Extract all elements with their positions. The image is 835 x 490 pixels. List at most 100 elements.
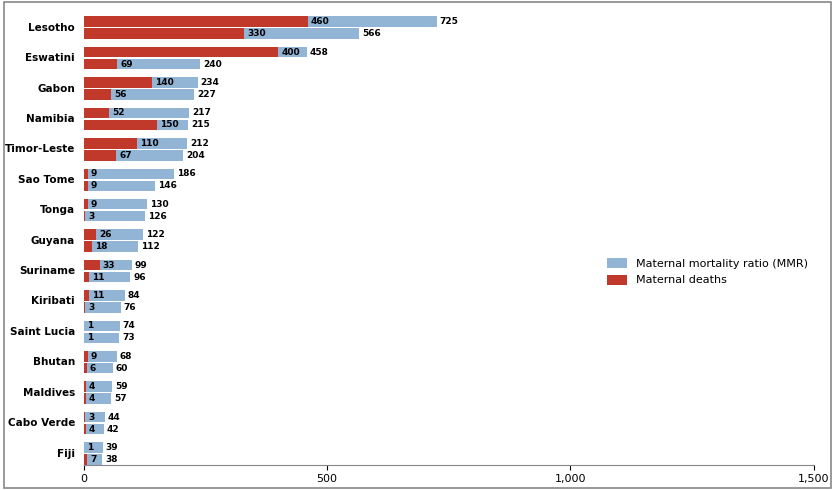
Bar [84, 381, 86, 392]
Text: 9: 9 [91, 352, 98, 361]
Bar [84, 108, 109, 118]
Text: Bhutan: Bhutan [33, 357, 75, 368]
Bar [84, 320, 119, 331]
Text: 240: 240 [204, 60, 222, 69]
Text: 1: 1 [87, 321, 94, 330]
Bar [84, 412, 105, 422]
Bar [84, 260, 99, 270]
Bar [84, 424, 86, 434]
Bar [84, 150, 183, 161]
Bar [84, 363, 87, 373]
Bar [84, 412, 85, 422]
Text: Maldives: Maldives [23, 388, 75, 398]
Bar [84, 302, 85, 313]
Text: 33: 33 [103, 261, 115, 270]
Bar [84, 260, 132, 270]
Text: 725: 725 [439, 17, 458, 26]
Bar [84, 333, 119, 343]
Text: 44: 44 [108, 413, 121, 421]
Bar [84, 59, 200, 69]
Bar [84, 351, 117, 362]
Bar [84, 77, 198, 88]
Text: Guyana: Guyana [31, 236, 75, 245]
Bar [84, 363, 113, 373]
Text: 6: 6 [89, 364, 96, 373]
Text: 4: 4 [89, 382, 95, 391]
Text: 38: 38 [105, 455, 118, 464]
Text: Saint Lucia: Saint Lucia [10, 327, 75, 337]
Legend: Maternal mortality ratio (MMR), Maternal deaths: Maternal mortality ratio (MMR), Maternal… [607, 258, 808, 286]
Text: 59: 59 [115, 382, 128, 391]
Text: 9: 9 [91, 169, 98, 178]
Bar [84, 28, 245, 39]
Text: 140: 140 [154, 78, 174, 87]
Text: Tonga: Tonga [40, 205, 75, 215]
Text: 4: 4 [89, 394, 95, 403]
Text: 9: 9 [91, 181, 98, 190]
Text: 67: 67 [119, 151, 132, 160]
Text: 39: 39 [105, 443, 119, 452]
Text: 212: 212 [190, 139, 209, 148]
Bar [84, 454, 87, 465]
Text: 3: 3 [88, 303, 94, 312]
Bar [84, 302, 121, 313]
Text: 57: 57 [114, 394, 127, 403]
Bar [84, 393, 86, 404]
Bar [84, 242, 93, 252]
Text: 11: 11 [92, 272, 104, 282]
Text: 99: 99 [134, 261, 148, 270]
Bar [84, 199, 88, 209]
Text: 400: 400 [281, 48, 300, 57]
Text: 73: 73 [122, 333, 134, 343]
Bar [84, 229, 96, 240]
Text: 56: 56 [114, 90, 126, 99]
Bar [84, 169, 88, 179]
Bar [84, 242, 139, 252]
Text: Timor-Leste: Timor-Leste [4, 145, 75, 154]
Text: Suriname: Suriname [19, 266, 75, 276]
Bar [84, 424, 104, 434]
Bar [84, 351, 88, 362]
Text: 330: 330 [247, 29, 266, 38]
Text: 69: 69 [120, 60, 133, 69]
Bar [84, 150, 116, 161]
Text: 11: 11 [92, 291, 104, 300]
Text: 215: 215 [191, 121, 210, 129]
Text: Cabo Verde: Cabo Verde [8, 418, 75, 428]
Bar [84, 108, 190, 118]
Bar [84, 290, 89, 301]
Bar [84, 47, 306, 57]
Text: 458: 458 [310, 48, 328, 57]
Bar [84, 381, 113, 392]
Text: 126: 126 [148, 212, 167, 220]
Text: 96: 96 [134, 272, 146, 282]
Bar [84, 442, 103, 453]
Text: 566: 566 [362, 29, 381, 38]
Text: Lesotho: Lesotho [28, 23, 75, 33]
Text: Namibia: Namibia [27, 114, 75, 124]
Bar [84, 120, 189, 130]
Text: 3: 3 [88, 413, 94, 421]
Bar [84, 89, 111, 100]
Text: 1: 1 [87, 443, 94, 452]
Text: 234: 234 [200, 78, 220, 87]
Bar [84, 120, 157, 130]
Bar [84, 229, 143, 240]
Text: 217: 217 [192, 108, 211, 118]
Bar [84, 211, 145, 221]
Text: 150: 150 [159, 121, 178, 129]
Text: 84: 84 [128, 291, 140, 300]
Bar [84, 138, 187, 148]
Bar [84, 169, 175, 179]
Bar [84, 138, 137, 148]
Text: 110: 110 [140, 139, 159, 148]
Bar [84, 272, 130, 282]
Bar [84, 17, 437, 27]
Bar [84, 211, 85, 221]
Bar [84, 17, 307, 27]
Bar [84, 393, 111, 404]
Bar [84, 28, 359, 39]
Text: 42: 42 [107, 424, 119, 434]
Text: 4: 4 [89, 424, 95, 434]
Text: 74: 74 [123, 321, 135, 330]
